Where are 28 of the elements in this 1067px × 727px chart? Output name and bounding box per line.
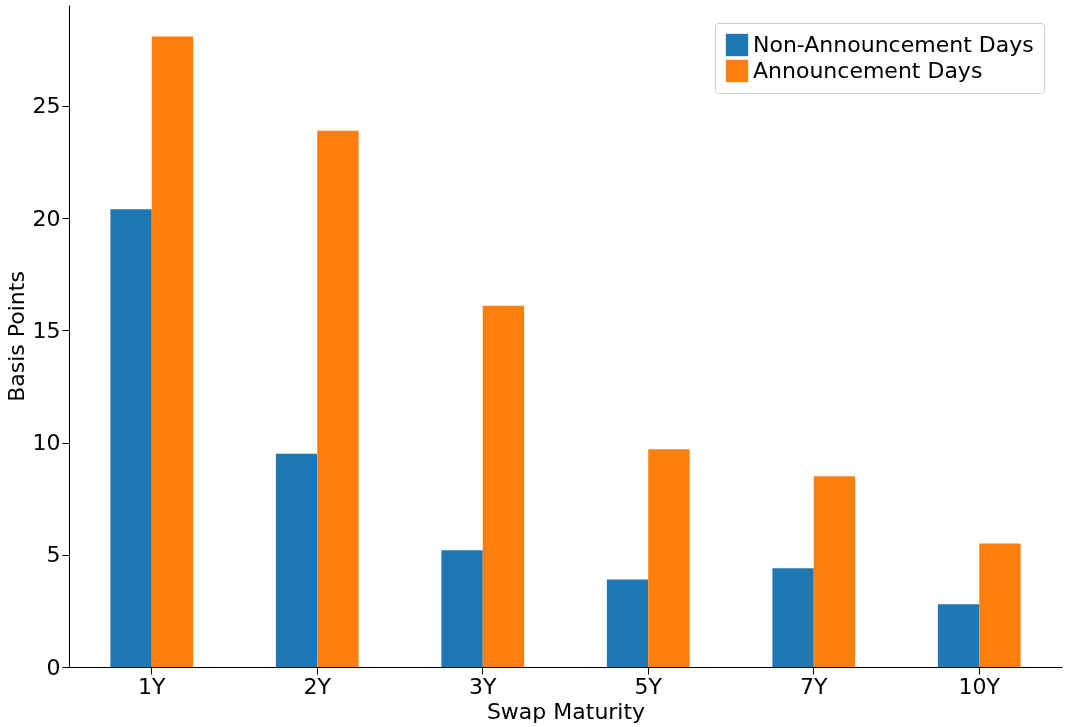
y-tick-label: 5 xyxy=(46,542,61,568)
x-tick-label: 5Y xyxy=(634,673,663,699)
x-tick-label: 7Y xyxy=(800,673,829,699)
bar xyxy=(772,568,814,667)
legend-label: Announcement Days xyxy=(753,58,983,83)
bar xyxy=(275,453,318,667)
y-tick-label: 25 xyxy=(32,93,61,119)
y-tick-label: 15 xyxy=(32,317,61,343)
x-tick-label: 2Y xyxy=(303,673,332,699)
bar xyxy=(151,36,194,667)
bar xyxy=(813,476,856,667)
y-tick-label: 0 xyxy=(46,654,61,680)
legend-label: Non-Announcement Days xyxy=(753,32,1034,57)
bar xyxy=(482,305,525,667)
bar xyxy=(648,449,690,667)
x-tick-label: 10Y xyxy=(958,673,1001,699)
y-axis-title: Basis Points xyxy=(3,271,29,402)
y-tick-label: 10 xyxy=(32,430,61,456)
x-axis-title: Swap Maturity xyxy=(486,698,646,724)
y-tick-label: 20 xyxy=(32,205,61,231)
x-tick-label: 1Y xyxy=(138,673,167,699)
bar xyxy=(937,604,980,667)
bar xyxy=(606,579,649,667)
bar xyxy=(441,550,483,667)
x-tick-label: 3Y xyxy=(469,673,498,699)
bar xyxy=(979,543,1021,667)
bar xyxy=(110,209,152,667)
bar xyxy=(317,130,359,667)
